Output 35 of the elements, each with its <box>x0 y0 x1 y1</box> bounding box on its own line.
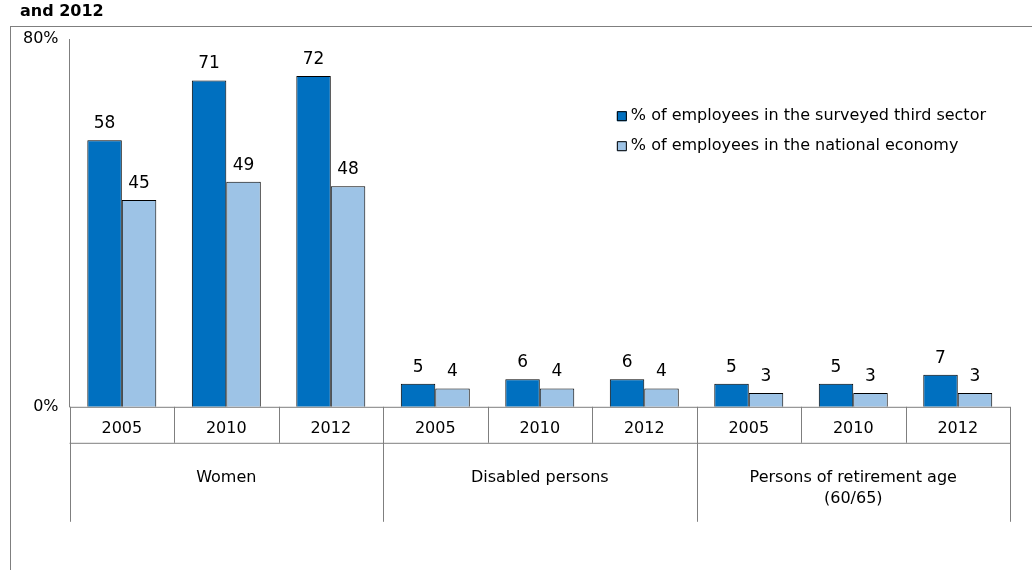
x-tick-label: 2012 <box>623 417 665 437</box>
y-tick-label: 0% <box>33 395 59 415</box>
text: Disabled persons <box>470 466 609 486</box>
x-tick-label: 2005 <box>101 417 143 437</box>
x-tick-label: 2005 <box>414 417 456 437</box>
text: Persons of retirement age (60/65) <box>749 466 957 507</box>
data-label: 72 <box>302 47 325 68</box>
x-tick-label: 2005 <box>728 417 770 437</box>
data-label: 4 <box>656 360 667 381</box>
data-label: 4 <box>447 360 458 381</box>
data-label: 6 <box>621 351 633 372</box>
data-label: 49 <box>232 153 255 174</box>
x-tick-label: 2012 <box>310 417 352 437</box>
x-tick-label: 2010 <box>519 417 561 437</box>
text: Women <box>196 466 257 486</box>
data-label: 6 <box>517 351 528 372</box>
legend-label: % of employees in the national economy <box>630 135 959 155</box>
y-tick-label: 80% <box>23 28 59 48</box>
data-label: 45 <box>128 171 150 192</box>
data-label: 3 <box>760 364 772 385</box>
data-label: 5 <box>830 355 842 376</box>
data-label: 5 <box>412 355 424 376</box>
x-tick-label: 2010 <box>205 417 247 437</box>
data-label: 5 <box>726 355 737 376</box>
data-label: 3 <box>969 364 981 385</box>
data-label: 48 <box>337 158 359 179</box>
x-tick-label: 2012 <box>937 417 979 437</box>
legend-label: % of employees in the surveyed third sector <box>630 105 987 125</box>
chart-title: and 2012 <box>20 0 104 20</box>
data-label: 4 <box>551 360 563 381</box>
data-label: 71 <box>198 52 220 73</box>
data-label: 7 <box>935 346 946 367</box>
data-label: 3 <box>865 364 876 385</box>
x-tick-label: 2010 <box>832 417 874 437</box>
data-label: 58 <box>93 112 116 133</box>
